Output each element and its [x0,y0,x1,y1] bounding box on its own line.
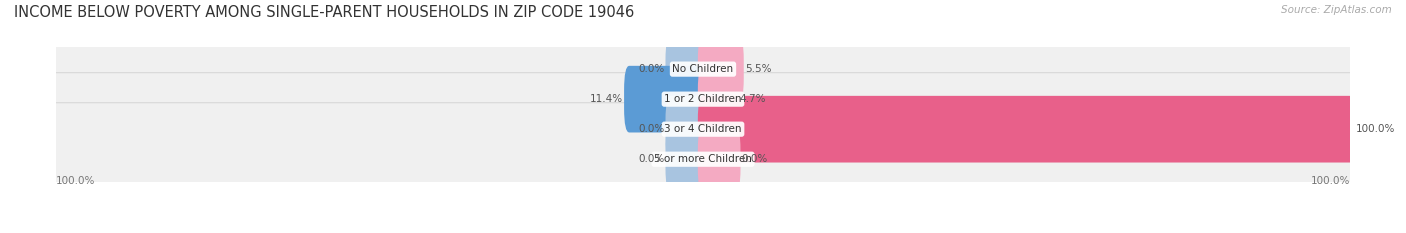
Text: No Children: No Children [672,64,734,74]
FancyBboxPatch shape [624,66,709,133]
Text: 0.0%: 0.0% [638,64,664,74]
Text: 11.4%: 11.4% [589,94,623,104]
FancyBboxPatch shape [45,103,1361,216]
Text: 0.0%: 0.0% [638,124,664,134]
Text: 5.5%: 5.5% [745,64,772,74]
FancyBboxPatch shape [697,96,1355,163]
Text: 100.0%: 100.0% [56,176,96,186]
FancyBboxPatch shape [45,43,1361,156]
FancyBboxPatch shape [697,36,744,103]
Text: 3 or 4 Children: 3 or 4 Children [664,124,742,134]
Text: 100.0%: 100.0% [1310,176,1350,186]
FancyBboxPatch shape [665,96,709,163]
FancyBboxPatch shape [697,66,738,133]
Text: 0.0%: 0.0% [742,154,768,164]
Text: Source: ZipAtlas.com: Source: ZipAtlas.com [1281,5,1392,15]
FancyBboxPatch shape [697,126,741,192]
Text: 0.0%: 0.0% [638,154,664,164]
Text: INCOME BELOW POVERTY AMONG SINGLE-PARENT HOUSEHOLDS IN ZIP CODE 19046: INCOME BELOW POVERTY AMONG SINGLE-PARENT… [14,5,634,20]
FancyBboxPatch shape [45,13,1361,126]
Text: 100.0%: 100.0% [1357,124,1396,134]
Text: 1 or 2 Children: 1 or 2 Children [664,94,742,104]
Text: 4.7%: 4.7% [740,94,766,104]
FancyBboxPatch shape [45,73,1361,186]
FancyBboxPatch shape [665,36,709,103]
FancyBboxPatch shape [665,126,709,192]
Text: 5 or more Children: 5 or more Children [654,154,752,164]
